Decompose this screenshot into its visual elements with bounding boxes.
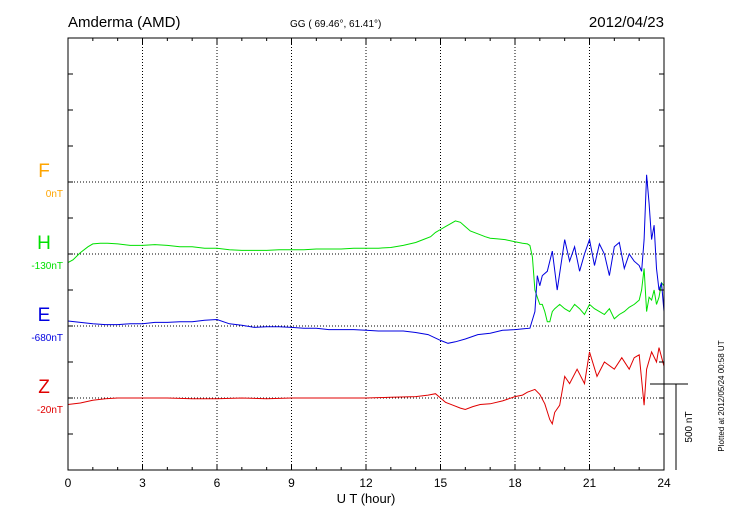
plotted-timestamp: Plotted at 2012/05/24 00:58 UT: [717, 340, 726, 451]
axis-ticks: 0 3 6 9 12 15 18 21 24: [65, 38, 671, 490]
series-e-line: [67, 174, 665, 344]
component-z-offset: -20nT: [37, 405, 63, 416]
chart-date: 2012/04/23: [589, 14, 664, 31]
x-tick-label: 12: [359, 476, 373, 490]
component-e-offset: -680nT: [31, 333, 63, 344]
station-title: Amderma (AMD): [68, 14, 181, 31]
x-tick-label: 6: [214, 476, 221, 490]
station-coordinates: GG ( 69.46°, 61.41°): [290, 19, 381, 30]
component-z-label: Z: [38, 377, 50, 398]
component-e-label: E: [38, 305, 51, 326]
x-axis-title: U T (hour): [337, 491, 396, 506]
x-tick-label: 18: [508, 476, 522, 490]
component-f-offset: 0nT: [46, 189, 63, 200]
x-tick-label: 0: [65, 476, 72, 490]
component-f-label: F: [38, 161, 50, 182]
series-z-line: [67, 347, 665, 426]
x-tick-label: 21: [583, 476, 597, 490]
series-layer: [67, 174, 665, 426]
x-tick-label: 3: [139, 476, 146, 490]
x-tick-label: 24: [657, 476, 671, 490]
x-tick-label: 15: [434, 476, 448, 490]
series-h-line: [67, 220, 665, 323]
component-labels: F 0nT H -130nT E -680nT Z -20nT: [31, 161, 63, 416]
x-tick-label: 9: [288, 476, 295, 490]
grid-lines: [68, 38, 664, 470]
scale-bar-label: 500 nT: [684, 411, 695, 442]
scale-bar: 500 nT: [650, 383, 695, 470]
component-h-offset: -130nT: [31, 261, 63, 272]
component-h-label: H: [37, 233, 51, 254]
